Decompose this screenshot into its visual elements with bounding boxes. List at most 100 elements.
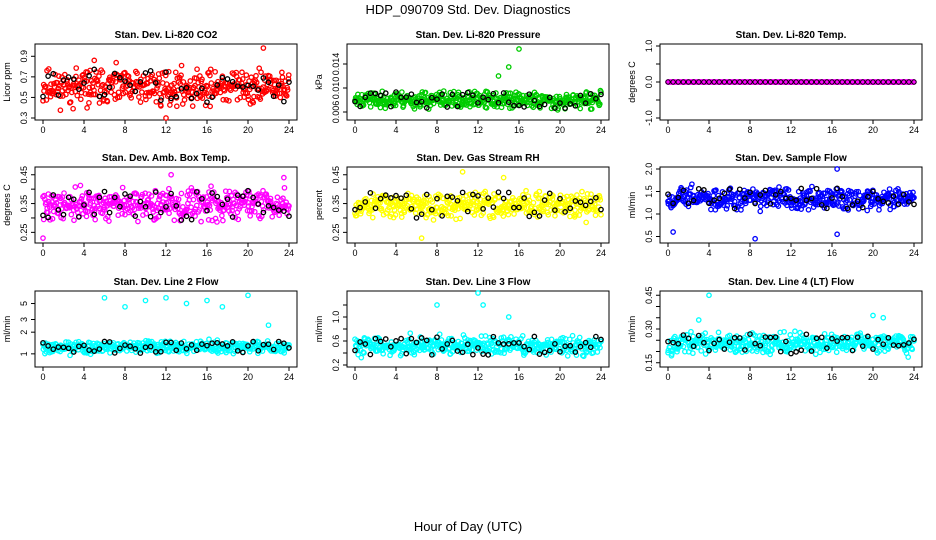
hourly-point xyxy=(111,194,118,201)
hourly-point xyxy=(224,76,231,82)
data-point xyxy=(133,199,140,205)
data-point xyxy=(101,207,108,213)
data-point xyxy=(279,69,285,76)
data-point xyxy=(757,208,764,215)
x-tick-label: 16 xyxy=(202,372,212,382)
panel-title: Stan. Dev. Sample Flow xyxy=(735,153,847,164)
x-tick-label: 8 xyxy=(747,372,752,382)
data-point xyxy=(128,95,135,101)
data-point xyxy=(282,92,289,98)
x-tick-label: 12 xyxy=(473,125,483,135)
hourly-point xyxy=(281,98,287,105)
hourly-point xyxy=(101,91,108,98)
y-tick-label: 1.0 xyxy=(644,40,654,53)
panel-3: Stan. Dev. Li-820 Temp. degrees C 0 4 8 12 16 2… xyxy=(627,30,923,135)
data-point xyxy=(42,83,49,90)
hourly-point xyxy=(234,192,241,199)
hourly-point xyxy=(408,91,415,98)
y-tick-label: 0.9 xyxy=(19,50,29,63)
hourly-point xyxy=(137,198,144,205)
data-point xyxy=(598,211,604,218)
hourly-point xyxy=(413,215,420,221)
data-point xyxy=(708,206,714,213)
x-tick-label: 20 xyxy=(243,248,253,258)
data-point xyxy=(188,184,195,191)
x-tick-label: 8 xyxy=(434,125,439,135)
y-axis-label: kPa xyxy=(314,74,324,90)
outlier-point xyxy=(418,235,425,241)
x-tick-label: 0 xyxy=(665,125,670,135)
x-tick-label: 20 xyxy=(243,372,253,382)
hourly-point xyxy=(849,79,856,85)
data-point xyxy=(173,103,180,110)
hourly-point xyxy=(459,91,466,98)
data-point xyxy=(362,195,369,202)
hourly-point xyxy=(158,97,164,104)
data-point xyxy=(247,212,254,219)
x-tick-label: 20 xyxy=(868,248,878,258)
data-point xyxy=(137,205,144,211)
data-point xyxy=(214,219,220,225)
hourly-point xyxy=(577,92,584,99)
data-point xyxy=(507,90,514,97)
data-point xyxy=(153,98,160,105)
y-tick-label: 0.45 xyxy=(19,166,29,184)
data-point xyxy=(248,74,255,81)
data-point xyxy=(876,206,882,213)
data-point xyxy=(137,76,144,83)
data-point xyxy=(127,195,133,201)
data-point xyxy=(138,89,145,96)
hourly-point xyxy=(470,92,476,99)
data-point xyxy=(207,66,214,73)
data-point xyxy=(96,73,102,79)
data-point xyxy=(398,89,405,95)
hourly-point xyxy=(665,79,671,85)
hourly-point xyxy=(45,73,51,79)
hourly-point xyxy=(398,335,404,342)
data-point xyxy=(698,347,705,354)
hourly-point xyxy=(209,94,215,101)
hourly-point xyxy=(752,79,758,85)
data-point xyxy=(569,332,576,339)
hourly-point xyxy=(275,82,282,88)
data-point xyxy=(251,208,258,215)
hourly-point xyxy=(199,85,205,92)
data-point xyxy=(156,75,163,82)
data-point xyxy=(419,89,426,95)
data-point xyxy=(245,203,252,209)
y-tick-label: 1.0 xyxy=(331,311,341,324)
data-point xyxy=(99,69,106,76)
hourly-point xyxy=(531,333,538,340)
data-point xyxy=(281,184,288,191)
data-point xyxy=(119,210,125,217)
hourly-point xyxy=(906,79,912,85)
y-axis-label: percent xyxy=(314,189,324,220)
y-tick-label: 0.35 xyxy=(19,195,29,213)
x-tick-label: 12 xyxy=(786,248,796,258)
data-point xyxy=(114,194,120,200)
data-point xyxy=(139,191,146,198)
data-point xyxy=(158,103,164,109)
data-point xyxy=(67,99,74,105)
data-point xyxy=(151,90,158,97)
hourly-point xyxy=(382,90,389,96)
y-axis-label: Licor ppm xyxy=(2,62,12,102)
hourly-point xyxy=(286,213,292,220)
hourly-point xyxy=(834,79,840,85)
hourly-point xyxy=(459,189,466,196)
x-tick-label: 4 xyxy=(706,248,711,258)
data-point xyxy=(688,328,694,335)
hourly-point xyxy=(255,87,262,93)
hourly-point xyxy=(50,70,57,77)
data-point xyxy=(552,212,558,219)
hourly-point xyxy=(464,89,471,96)
hourly-point xyxy=(255,201,262,207)
x-tick-label: 8 xyxy=(434,248,439,258)
hourly-point xyxy=(495,189,502,196)
x-tick-label: 12 xyxy=(161,248,171,258)
hourly-point xyxy=(81,80,87,86)
x-tick-label: 20 xyxy=(868,372,878,382)
data-point xyxy=(55,73,62,79)
hourly-point xyxy=(403,94,410,100)
x-tick-label: 4 xyxy=(393,372,398,382)
